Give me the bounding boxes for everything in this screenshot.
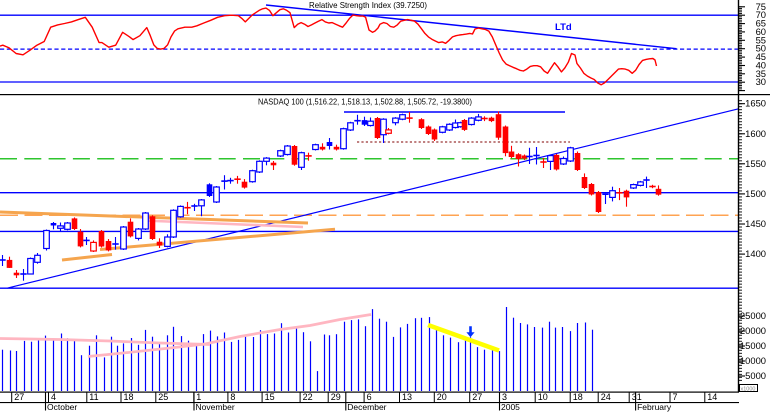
svg-text:20000: 20000: [740, 325, 766, 336]
svg-text:4: 4: [51, 392, 56, 402]
svg-text:29: 29: [331, 392, 341, 402]
svg-text:14: 14: [707, 392, 717, 402]
svg-text:13: 13: [402, 392, 412, 402]
svg-text:October: October: [47, 402, 77, 412]
svg-text:75: 75: [756, 1, 766, 12]
svg-text:35: 35: [756, 68, 766, 79]
svg-text:1600: 1600: [745, 128, 766, 139]
svg-text:February: February: [637, 402, 672, 412]
svg-text:x1000: x1000: [741, 386, 756, 392]
svg-text:1500: 1500: [745, 188, 766, 199]
svg-text:45: 45: [756, 51, 766, 62]
svg-text:25: 25: [158, 392, 168, 402]
svg-text:30: 30: [756, 76, 766, 87]
svg-text:NASDAQ 100 (1,516.22, 1,518.13: NASDAQ 100 (1,516.22, 1,518.13, 1,502.88…: [258, 98, 472, 107]
svg-text:20: 20: [437, 392, 447, 402]
svg-text:31: 31: [632, 392, 642, 402]
svg-text:15: 15: [265, 392, 275, 402]
svg-text:1550: 1550: [745, 158, 766, 169]
svg-text:15000: 15000: [740, 340, 766, 351]
svg-text:6: 6: [367, 392, 372, 402]
svg-text:18: 18: [573, 392, 583, 402]
svg-text:1450: 1450: [745, 218, 766, 229]
svg-text:40: 40: [756, 60, 766, 71]
svg-text:December: December: [347, 402, 386, 412]
svg-text:50: 50: [756, 43, 766, 54]
svg-text:8: 8: [230, 392, 235, 402]
svg-text:11: 11: [89, 392, 98, 402]
svg-text:1650: 1650: [745, 98, 766, 109]
svg-text:25000: 25000: [740, 310, 766, 321]
svg-text:1: 1: [196, 392, 201, 402]
svg-text:7: 7: [673, 392, 678, 402]
svg-text:60: 60: [756, 26, 766, 37]
svg-text:November: November: [196, 402, 235, 412]
svg-text:Relative Strength Index (39.72: Relative Strength Index (39.7250): [309, 1, 427, 10]
svg-text:10000: 10000: [740, 355, 766, 366]
svg-text:65: 65: [756, 18, 766, 29]
svg-text:LTd: LTd: [555, 22, 572, 33]
svg-text:1400: 1400: [745, 248, 766, 259]
svg-text:27: 27: [472, 392, 482, 402]
svg-text:55: 55: [756, 34, 766, 45]
svg-text:3: 3: [502, 392, 507, 402]
svg-text:18: 18: [124, 392, 134, 402]
svg-text:22: 22: [303, 392, 313, 402]
svg-text:70: 70: [756, 9, 766, 20]
svg-text:27: 27: [14, 392, 24, 402]
svg-text:24: 24: [601, 392, 611, 402]
svg-text:2005: 2005: [501, 402, 520, 412]
svg-text:10: 10: [538, 392, 548, 402]
svg-text:5000: 5000: [745, 370, 766, 381]
